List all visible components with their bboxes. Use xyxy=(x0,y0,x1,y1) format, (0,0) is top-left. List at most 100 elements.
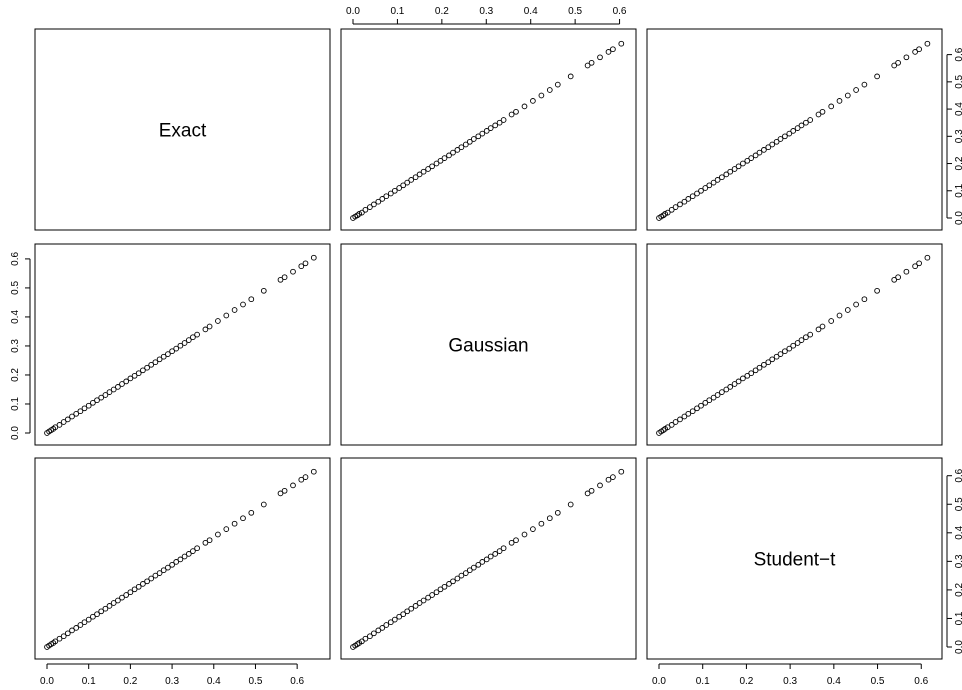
tick-label: 0.0 xyxy=(346,6,360,17)
data-point xyxy=(735,378,742,385)
data-point xyxy=(185,551,192,557)
data-point xyxy=(148,361,155,368)
data-point xyxy=(391,187,398,194)
data-point xyxy=(681,413,688,420)
data-point xyxy=(281,274,288,281)
data-point xyxy=(597,54,603,61)
data-point xyxy=(73,410,80,417)
data-point xyxy=(618,40,625,47)
data-point xyxy=(119,381,125,387)
data-point xyxy=(298,476,305,483)
data-point xyxy=(231,520,238,527)
data-point xyxy=(487,125,494,131)
data-point xyxy=(672,204,679,210)
data-point xyxy=(466,138,473,145)
tick-label: 0.6 xyxy=(914,676,928,687)
data-point xyxy=(240,515,246,522)
data-point xyxy=(466,567,473,574)
data-point xyxy=(508,539,515,546)
data-point xyxy=(60,633,67,640)
tick-label: 0.3 xyxy=(954,129,962,143)
data-point xyxy=(483,128,490,134)
tick-label: 0.0 xyxy=(40,676,54,687)
data-point xyxy=(723,386,730,393)
panel-frame xyxy=(340,243,637,446)
data-point xyxy=(706,182,713,189)
data-point xyxy=(169,561,175,568)
data-point xyxy=(773,138,780,145)
data-point xyxy=(148,575,155,582)
data-point xyxy=(156,570,163,576)
data-point xyxy=(807,117,814,123)
panel-frame xyxy=(34,243,331,446)
data-point xyxy=(756,364,763,371)
data-point xyxy=(844,92,851,99)
diagonal-panel-gaussian: Gaussian xyxy=(340,243,637,446)
data-point xyxy=(790,128,797,134)
tick-label: 0.3 xyxy=(954,554,962,568)
data-point xyxy=(412,174,419,181)
data-point xyxy=(231,307,238,313)
panel-frame xyxy=(646,243,943,446)
data-point xyxy=(194,331,200,338)
data-point xyxy=(912,263,918,270)
data-point xyxy=(761,147,767,153)
data-point xyxy=(102,392,109,398)
data-point xyxy=(723,171,730,178)
data-point xyxy=(681,198,688,205)
variable-label: Student−t xyxy=(754,550,837,571)
tick-label: 0.5 xyxy=(954,74,962,88)
data-point xyxy=(618,468,625,475)
data-point xyxy=(685,410,692,417)
data-point xyxy=(924,254,931,261)
tick-label: 0.5 xyxy=(568,6,582,17)
tick-label: 0.0 xyxy=(652,676,666,687)
data-point xyxy=(310,468,317,475)
data-point xyxy=(798,337,805,343)
data-point xyxy=(546,87,553,93)
data-point xyxy=(94,397,100,404)
tick-label: 0.4 xyxy=(524,6,538,17)
data-point xyxy=(458,572,465,579)
panel-frame xyxy=(646,457,943,660)
diagonal-panel-student-t: Student−t xyxy=(646,457,943,660)
data-point xyxy=(782,133,788,140)
data-point xyxy=(416,600,423,606)
data-point xyxy=(160,353,167,360)
data-point xyxy=(420,597,427,604)
left-y-axis-gaussian: 0.0 0.1 0.2 0.3 0.4 0.5 0.6 xyxy=(10,252,31,440)
tick-label: 0.3 xyxy=(165,676,179,687)
scatter-panel-exact-vs-student-t xyxy=(646,28,943,231)
data-point xyxy=(450,149,456,156)
data-point xyxy=(64,416,71,423)
tick-label: 0.5 xyxy=(10,281,21,295)
scatter-panel-exact-vs-gaussian xyxy=(340,28,637,231)
data-point xyxy=(106,389,113,395)
data-point xyxy=(584,62,591,69)
data-point xyxy=(853,87,859,93)
data-point xyxy=(140,581,146,587)
data-point xyxy=(836,98,843,104)
data-point xyxy=(56,635,63,642)
data-point xyxy=(371,630,377,637)
data-point xyxy=(777,351,784,357)
data-point xyxy=(437,157,444,164)
data-point xyxy=(815,111,822,118)
data-point xyxy=(194,545,200,552)
data-point xyxy=(916,260,922,267)
data-point xyxy=(756,149,763,156)
data-point xyxy=(177,342,184,349)
tick-label: 0.5 xyxy=(249,676,263,687)
scatter-panel-gaussian-vs-exact xyxy=(34,243,331,446)
data-point xyxy=(135,370,142,377)
data-point xyxy=(668,206,675,213)
data-point xyxy=(98,608,105,615)
data-point xyxy=(874,287,880,294)
data-point xyxy=(698,187,704,194)
data-point xyxy=(69,627,75,634)
data-point xyxy=(429,592,435,598)
tick-label: 0.2 xyxy=(123,676,137,687)
data-point xyxy=(420,168,427,175)
data-point xyxy=(173,559,180,565)
